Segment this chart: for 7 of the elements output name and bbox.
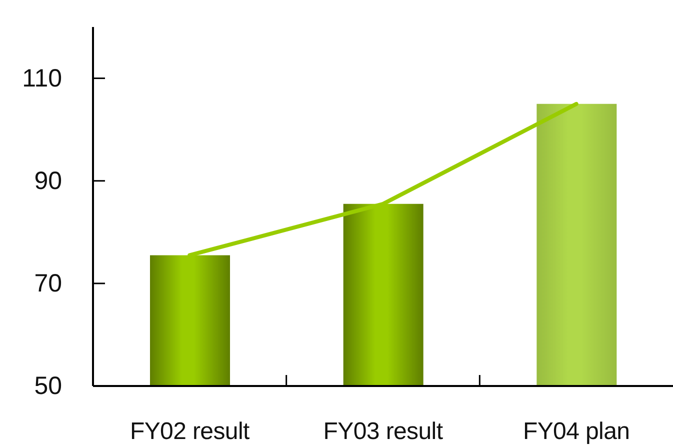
x-tick-label: FY03 result [323, 418, 444, 445]
y-tick-label: 110 [22, 64, 62, 92]
x-tick-label: FY04 plan [522, 418, 630, 445]
x-tick-label: FY02 result [130, 418, 250, 445]
y-tick-label: 70 [34, 269, 62, 298]
y-tick-label: 50 [34, 372, 62, 400]
y-tick-label: 90 [34, 166, 62, 195]
